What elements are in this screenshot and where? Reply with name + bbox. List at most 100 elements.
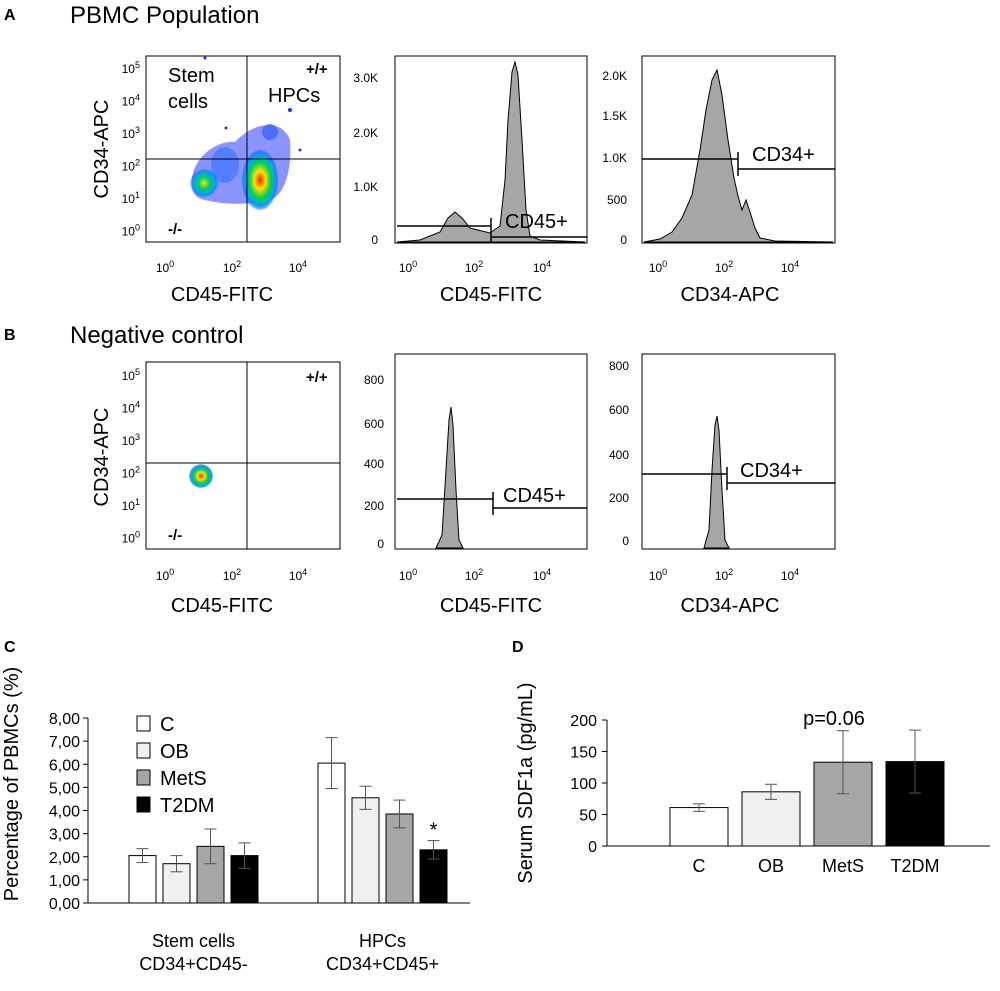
log-x-tick-0: 100 xyxy=(649,259,667,275)
panel-d: D Serum SDF1a (pg/mL) p=0.06 200 150 100 50… xyxy=(512,639,990,884)
hist-b1-ytick-3: 200 xyxy=(364,499,384,513)
chart-c-group-label: Stem cells xyxy=(152,931,235,951)
panel-d-letter: D xyxy=(512,639,524,656)
chart-d-category-label: C xyxy=(693,856,706,876)
hist-a1-ytick-3: 0 xyxy=(371,233,378,247)
log-y-tick-3: 102 xyxy=(122,465,140,481)
log-x-tick-2: 104 xyxy=(289,567,307,583)
hist-b1-curve xyxy=(435,406,464,549)
log-y-tick-4: 101 xyxy=(122,497,140,513)
hist-a1: CD45+ 3.0K 2.0K 1.0K 0 100 102 104 CD45-FI… xyxy=(353,55,588,306)
panel-b-title: Negative control xyxy=(70,322,243,349)
scatter-a-ylabel: CD34-APC xyxy=(91,100,113,199)
chart-c-ytick-label: 6,00 xyxy=(49,757,80,774)
scatter-b-cluster xyxy=(189,464,213,488)
hist-b2-curve xyxy=(703,415,730,549)
hist-a1-ytick-1: 2.0K xyxy=(353,126,378,140)
chart-d-annotation: p=0.06 xyxy=(803,708,865,730)
hist-b1-ytick-1: 600 xyxy=(364,417,384,431)
hist-b1-ytick-4: 0 xyxy=(377,537,384,551)
log-y-tick-5: 100 xyxy=(122,223,140,239)
hist-b1: CD45+ 800 600 400 200 0 100 102 104 CD45-F… xyxy=(364,353,588,617)
log-x-tick-2: 104 xyxy=(781,567,799,583)
log-y-tick-2: 103 xyxy=(122,432,140,448)
hist-a1-ytick-2: 1.0K xyxy=(353,180,378,194)
chart-d-ytick-label: 100 xyxy=(570,776,597,793)
hist-a2: CD34+ 2.0K 1.5K 1.0K 500 0 100 102 104 CD3… xyxy=(602,55,836,306)
scatter-b-xlabel: CD45-FITC xyxy=(171,595,273,617)
hist-a1-xticks: 100 102 104 xyxy=(399,259,551,275)
chart-c-ytick-label: 5,00 xyxy=(49,780,80,797)
chart-d-ytick-label: 150 xyxy=(570,745,597,762)
legend-label-t2dm: T2DM xyxy=(160,795,214,817)
bar-d-c xyxy=(669,807,729,847)
hist-b2-ytick-4: 0 xyxy=(622,534,629,548)
panel-b-letter: B xyxy=(4,327,16,344)
chart-d-category-label: T2DM xyxy=(891,856,940,876)
log-x-tick-2: 104 xyxy=(533,259,551,275)
scatter-b-q-sign: +/+ xyxy=(306,369,328,386)
scatter-a-q-neg: -/- xyxy=(168,221,182,238)
log-x-tick-1: 102 xyxy=(223,259,241,275)
log-y-tick-0: 105 xyxy=(122,367,140,383)
scatter-a-q-stem-2: cells xyxy=(168,91,208,113)
hist-a2-xticks: 100 102 104 xyxy=(649,259,799,275)
legend-label-c: C xyxy=(160,714,174,736)
scatter-a-frame xyxy=(145,55,341,243)
log-x-tick-0: 100 xyxy=(156,567,174,583)
hist-a1-xlabel: CD45-FITC xyxy=(440,284,542,306)
hist-b2-ytick-3: 200 xyxy=(609,491,629,505)
chart-c: 8,00 7,00 6,00 5,00 4,00 3,00 2,00 1,00 0,00 Stem… xyxy=(49,711,470,974)
chart-c-ylabel: Percentage of PBMCs (%) xyxy=(1,667,23,902)
scatter-b-xticks: 100 102 104 xyxy=(156,567,307,583)
log-y-tick-4: 101 xyxy=(122,190,140,206)
scatter-a-yticks: 105 104 103 102 101 100 xyxy=(122,60,140,239)
legend-swatch-t2dm xyxy=(136,796,151,813)
log-x-tick-2: 104 xyxy=(533,567,551,583)
chart-c-ytick-label: 7,00 xyxy=(49,734,80,751)
log-x-tick-1: 102 xyxy=(715,567,733,583)
chart-d-ytick-label: 200 xyxy=(570,713,597,730)
hist-b2-frame xyxy=(641,353,836,550)
chart-c-ytick-label: 1,00 xyxy=(49,873,80,890)
log-x-tick-0: 100 xyxy=(649,567,667,583)
log-y-tick-3: 102 xyxy=(122,158,140,174)
panel-b: B Negative control +/+ -/- CD34-APC CD45… xyxy=(4,322,836,617)
log-x-tick-1: 102 xyxy=(465,567,483,583)
scatter-b-ylabel: CD34-APC xyxy=(91,408,113,507)
chart-d-category-label: MetS xyxy=(822,856,864,876)
chart-c-group-sublabel: CD34+CD45+ xyxy=(326,954,439,974)
scatter-plot-b: +/+ -/- CD34-APC CD45-FITC 1051041031021… xyxy=(91,361,341,617)
hist-b1-xlabel: CD45-FITC xyxy=(440,595,542,617)
hist-a2-xlabel: CD34-APC xyxy=(681,284,780,306)
hist-a1-ytick-0: 3.0K xyxy=(353,71,378,85)
log-x-tick-1: 102 xyxy=(715,259,733,275)
hist-b2-xlabel: CD34-APC xyxy=(681,595,780,617)
hist-b1-gate-label: CD45+ xyxy=(503,485,566,507)
hist-a2-ytick-1: 1.5K xyxy=(602,109,627,123)
log-x-tick-0: 100 xyxy=(399,567,417,583)
hist-a1-gate-label: CD45+ xyxy=(505,211,568,233)
hist-b1-ytick-0: 800 xyxy=(364,373,384,387)
legend-swatch-c xyxy=(136,715,151,732)
panel-c: C Percentage of PBMCs (%) 8,00 7,00 6,00 5,… xyxy=(1,639,470,974)
chart-d: 200 150 100 50 0 C OB MetS T2DM xyxy=(570,713,990,876)
hist-b2: CD34+ 800 600 400 200 0 100 102 104 CD34-A… xyxy=(609,353,836,617)
chart-c-ytick-label: 8,00 xyxy=(49,711,80,728)
log-y-tick-1: 104 xyxy=(122,93,140,109)
scatter-b-yticks: 105 104 103 102 101 100 xyxy=(122,367,140,546)
scatter-a-cloud xyxy=(190,56,302,210)
hist-a2-gate-label: CD34+ xyxy=(752,144,815,166)
scatter-plot-a: Stem cells +/+ HPCs -/- CD34-APC CD45-FI… xyxy=(91,55,341,306)
legend-label-mets: MetS xyxy=(160,768,207,790)
hist-b2-ytick-1: 600 xyxy=(609,403,629,417)
log-y-tick-0: 105 xyxy=(122,60,140,76)
log-y-tick-1: 104 xyxy=(122,400,140,416)
scatter-a-xticks: 100 102 104 xyxy=(156,259,307,275)
bar-d-ob xyxy=(741,791,801,847)
scatter-a-q-sign: +/+ xyxy=(306,61,328,78)
chart-c-significance: * xyxy=(430,820,438,842)
panel-c-letter: C xyxy=(4,639,16,656)
hist-b2-ytick-0: 800 xyxy=(609,359,629,373)
